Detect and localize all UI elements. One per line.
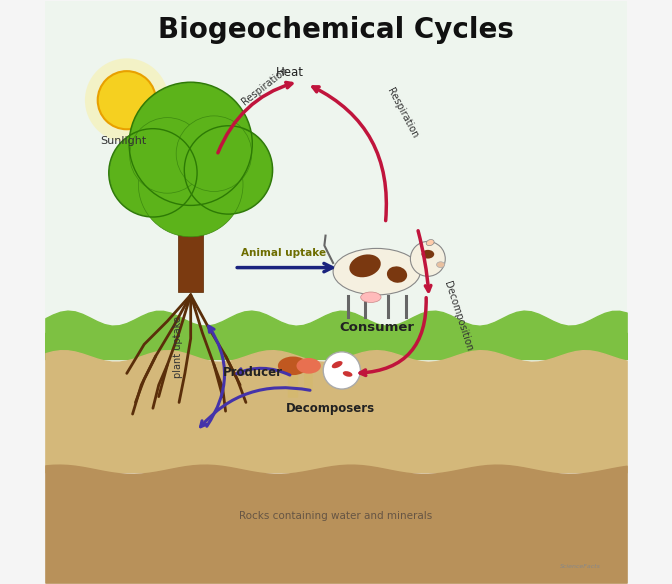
Text: plant uptake: plant uptake	[173, 317, 183, 378]
Ellipse shape	[387, 266, 407, 283]
Bar	[46, 1, 626, 333]
Text: Animal uptake: Animal uptake	[241, 248, 326, 258]
Text: ScienceFacts: ScienceFacts	[560, 564, 601, 569]
Circle shape	[130, 83, 252, 205]
Text: Rocks containing water and minerals: Rocks containing water and minerals	[239, 510, 433, 521]
FancyBboxPatch shape	[178, 199, 204, 292]
Ellipse shape	[349, 255, 381, 277]
Ellipse shape	[278, 356, 308, 375]
Ellipse shape	[343, 371, 352, 377]
Circle shape	[85, 58, 169, 142]
Ellipse shape	[437, 262, 445, 267]
Circle shape	[185, 126, 272, 214]
Text: Biogeochemical Cycles: Biogeochemical Cycles	[158, 16, 514, 44]
Ellipse shape	[296, 358, 321, 374]
Circle shape	[97, 71, 156, 129]
Text: Producer: Producer	[222, 366, 283, 379]
Circle shape	[110, 129, 196, 217]
Text: Sunlight: Sunlight	[101, 136, 147, 146]
Text: Respiration: Respiration	[240, 65, 290, 107]
Ellipse shape	[361, 292, 381, 303]
Ellipse shape	[332, 361, 343, 369]
Text: Consumer: Consumer	[339, 321, 414, 334]
Circle shape	[323, 352, 360, 389]
Circle shape	[411, 241, 446, 276]
Text: Respiration: Respiration	[386, 86, 420, 140]
Circle shape	[138, 132, 243, 237]
Circle shape	[130, 117, 205, 193]
FancyBboxPatch shape	[304, 369, 312, 392]
Text: Decomposition: Decomposition	[442, 280, 474, 352]
Text: Decomposers: Decomposers	[286, 402, 375, 415]
FancyBboxPatch shape	[288, 369, 298, 398]
Circle shape	[176, 116, 252, 192]
Text: Heat: Heat	[276, 66, 304, 79]
Ellipse shape	[426, 239, 434, 246]
Ellipse shape	[333, 248, 420, 295]
Ellipse shape	[421, 250, 434, 259]
